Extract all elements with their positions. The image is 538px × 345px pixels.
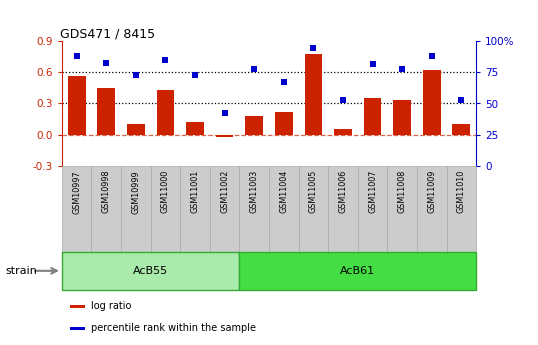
Text: GSM11000: GSM11000 [161,170,170,213]
Bar [417,166,447,252]
Text: percentile rank within the sample: percentile rank within the sample [91,324,256,333]
Bar [299,166,328,252]
Bar [245,116,263,135]
Text: GSM11006: GSM11006 [338,170,348,213]
Bar [68,76,86,135]
Bar [393,100,411,135]
Point [279,80,288,85]
Bar [70,305,85,308]
Point [190,72,199,78]
Text: GSM11001: GSM11001 [190,170,200,213]
Text: GSM11008: GSM11008 [398,170,407,213]
Text: GSM11004: GSM11004 [279,170,288,213]
Point [457,97,465,102]
Text: GSM10998: GSM10998 [102,170,111,214]
Bar [70,327,85,330]
Point [427,53,436,59]
Text: GSM10999: GSM10999 [131,170,140,214]
Text: GSM11005: GSM11005 [309,170,318,213]
Text: GSM11003: GSM11003 [250,170,259,213]
Bar [275,112,293,135]
Bar [364,98,381,135]
Text: AcB61: AcB61 [340,266,376,276]
Text: AcB55: AcB55 [133,266,168,276]
Point [72,53,81,59]
Bar [62,166,91,252]
Point [161,57,170,63]
Bar [328,166,358,252]
Text: GSM11002: GSM11002 [220,170,229,213]
Text: GSM11009: GSM11009 [427,170,436,213]
Bar [157,90,174,135]
Bar [447,166,476,252]
Bar [180,166,210,252]
Bar [210,166,239,252]
Bar [91,166,121,252]
Bar [423,70,441,135]
Point [102,60,111,65]
Bar [239,166,269,252]
Point [250,66,258,71]
Bar [305,54,322,135]
Bar [127,124,145,135]
Point [398,66,406,71]
Bar [387,166,417,252]
Point [309,45,317,50]
Text: log ratio: log ratio [91,302,131,311]
Text: GSM11007: GSM11007 [368,170,377,213]
Point [339,97,348,102]
Bar [269,166,299,252]
Point [220,111,229,116]
Bar [216,135,233,137]
Bar [121,166,151,252]
Bar [151,166,180,252]
Bar [239,252,476,290]
Bar [358,166,387,252]
Bar [62,252,239,290]
Point [368,61,377,67]
Bar [97,88,115,135]
Text: GSM10997: GSM10997 [72,170,81,214]
Text: strain: strain [5,266,37,276]
Bar [334,129,352,135]
Text: GDS471 / 8415: GDS471 / 8415 [60,27,155,40]
Text: GSM11010: GSM11010 [457,170,466,213]
Bar [452,124,470,135]
Bar [186,122,204,135]
Point [131,72,140,78]
